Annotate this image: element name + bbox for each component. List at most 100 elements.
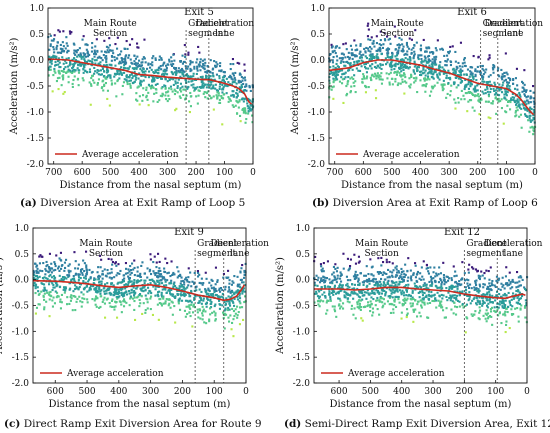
scatter-point (516, 296, 519, 299)
scatter-point (440, 293, 443, 296)
scatter-point (394, 287, 397, 290)
scatter-point (132, 286, 135, 289)
scatter-point (363, 274, 366, 277)
scatter-point (375, 299, 378, 302)
scatter-point (167, 304, 170, 307)
scatter-point (173, 273, 176, 276)
scatter-point (173, 66, 176, 69)
scatter-point (470, 313, 473, 316)
scatter-point (62, 288, 65, 291)
scatter-point (429, 67, 432, 70)
scatter-point (91, 57, 94, 60)
scatter-point (147, 62, 150, 65)
scatter-point (240, 76, 243, 79)
y-tick-label: 0.0 (296, 276, 311, 286)
scatter-point (230, 299, 233, 302)
scatter-point (488, 293, 491, 296)
scatter-point (400, 70, 403, 73)
scatter-point (36, 264, 39, 267)
scatter-point (123, 64, 126, 67)
scatter-point (425, 286, 428, 289)
scatter-point (109, 305, 112, 308)
scatter-point (200, 299, 203, 302)
scatter-point (87, 280, 90, 283)
scatter-point (351, 68, 354, 71)
scatter-point (506, 81, 509, 84)
scatter-point (532, 85, 535, 88)
scatter-point (478, 318, 481, 321)
scatter-point (229, 68, 232, 71)
scatter-point (228, 288, 231, 291)
scatter-point (420, 70, 423, 73)
scatter-point (54, 61, 57, 64)
scatter-point (529, 95, 532, 98)
scatter-point (401, 270, 404, 273)
scatter-point (133, 308, 136, 311)
scatter-point (197, 89, 200, 92)
scatter-point (345, 291, 348, 294)
scatter-point (202, 85, 205, 88)
scatter-point (511, 305, 514, 308)
scatter-point (158, 58, 161, 61)
scatter-point (155, 266, 158, 269)
section-label-gradient-line1: Gradient (197, 239, 238, 249)
scatter-point (430, 63, 433, 66)
scatter-point (335, 315, 338, 318)
scatter-point (190, 84, 193, 87)
scatter-point (43, 308, 46, 311)
chart-panel-b (328, 7, 537, 165)
scatter-point (83, 288, 86, 291)
scatter-point (524, 289, 527, 292)
scatter-point (404, 76, 407, 79)
scatter-point (501, 302, 504, 305)
scatter-point (529, 101, 532, 104)
scatter-point (164, 288, 167, 291)
scatter-point (93, 278, 96, 281)
scatter-point (229, 74, 232, 77)
scatter-point (214, 287, 217, 290)
scatter-point (106, 76, 109, 79)
scatter-point (237, 106, 240, 109)
scatter-point (365, 86, 368, 89)
scatter-point (195, 61, 198, 64)
scatter-point (210, 97, 213, 100)
scatter-point (506, 73, 509, 76)
scatter-point (163, 302, 166, 305)
scatter-point (348, 56, 351, 59)
scatter-point (68, 263, 71, 266)
scatter-point (196, 102, 199, 105)
scatter-point (179, 96, 182, 99)
y-tick-label: 0.5 (311, 30, 326, 40)
scatter-point (348, 58, 351, 61)
scatter-point (206, 297, 209, 300)
scatter-point (115, 72, 118, 75)
scatter-point (375, 289, 378, 292)
scatter-point (202, 299, 205, 302)
scatter-point (77, 84, 80, 87)
scatter-point (357, 60, 360, 63)
scatter-point (135, 98, 138, 101)
scatter-point (103, 290, 106, 293)
scatter-point (173, 71, 176, 74)
scatter-point (418, 311, 421, 314)
scatter-point (349, 265, 352, 268)
scatter-point (163, 284, 166, 287)
scatter-point (56, 44, 59, 47)
scatter-point (201, 314, 204, 317)
scatter-point (65, 71, 68, 74)
scatter-point (197, 316, 200, 319)
scatter-point (243, 269, 246, 272)
scatter-point (60, 84, 63, 87)
scatter-point (461, 65, 464, 68)
x-tick-label: 200 (469, 168, 486, 178)
scatter-point (493, 81, 496, 84)
scatter-point (201, 283, 204, 286)
scatter-point (485, 313, 488, 316)
scatter-point (388, 295, 391, 298)
scatter-point (500, 88, 503, 91)
scatter-point (442, 279, 445, 282)
scatter-point (132, 291, 135, 294)
scatter-point (184, 287, 187, 290)
scatter-point (444, 316, 447, 319)
scatter-point (390, 292, 393, 295)
